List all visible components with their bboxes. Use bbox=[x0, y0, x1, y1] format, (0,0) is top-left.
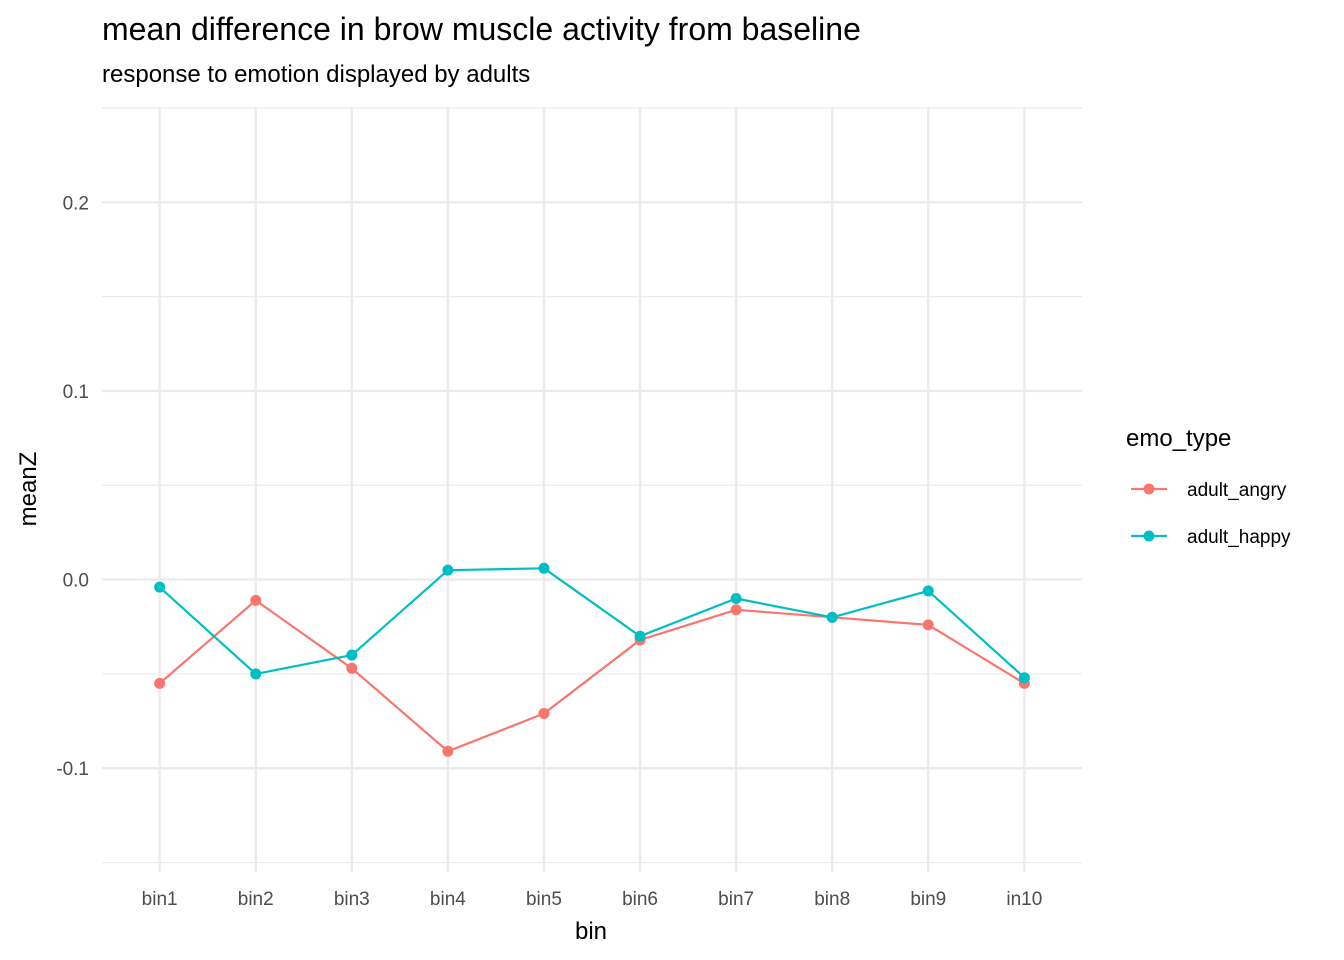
x-tick-label: bin3 bbox=[334, 889, 370, 910]
y-tick-label: -0.1 bbox=[56, 759, 89, 780]
data-point-adult_angry bbox=[730, 604, 742, 616]
y-axis-ticks: -0.1 0.0 0.1 0.2 bbox=[56, 193, 89, 780]
data-point-adult_happy bbox=[730, 592, 742, 604]
x-axis-title: bin bbox=[575, 918, 607, 945]
data-point-adult_angry bbox=[250, 594, 262, 606]
y-axis-title: meanZ bbox=[15, 452, 42, 527]
data-point-adult_happy bbox=[538, 562, 550, 574]
chart-subtitle: response to emotion displayed by adults bbox=[102, 61, 530, 88]
legend: emo_type adult_angry adult_happy bbox=[1126, 425, 1291, 548]
x-tick-label: bin9 bbox=[910, 889, 946, 910]
y-tick-label: 0.2 bbox=[63, 193, 89, 214]
data-point-adult_happy bbox=[346, 649, 358, 661]
data-point-adult_happy bbox=[826, 611, 838, 623]
x-axis-ticks: bin1 bin2 bin3 bin4 bin5 bin6 bin7 bin8 bin9 in10 bbox=[142, 889, 1043, 910]
data-point-adult_angry bbox=[922, 619, 934, 631]
x-tick-label: bin6 bbox=[622, 889, 658, 910]
legend-title: emo_type bbox=[1126, 425, 1231, 452]
data-point-adult_angry bbox=[154, 677, 166, 689]
data-point-adult_angry bbox=[442, 745, 454, 757]
data-point-adult_happy bbox=[442, 564, 454, 576]
y-tick-label: 0.1 bbox=[63, 382, 89, 403]
grid-minor bbox=[102, 107, 1082, 864]
chart-title: mean difference in brow muscle activity … bbox=[102, 11, 861, 47]
data-point-adult_angry bbox=[346, 662, 358, 674]
x-tick-label: bin5 bbox=[526, 889, 562, 910]
x-tick-label: bin7 bbox=[718, 889, 754, 910]
legend-key-point-adult_happy bbox=[1143, 530, 1155, 542]
data-point-adult_happy bbox=[154, 581, 166, 593]
data-point-adult_happy bbox=[250, 668, 262, 680]
legend-key-point-adult_angry bbox=[1143, 483, 1155, 495]
y-tick-label: 0.0 bbox=[63, 571, 89, 592]
series-lines bbox=[158, 567, 1026, 753]
x-tick-label: bin4 bbox=[430, 889, 466, 910]
data-point-adult_happy bbox=[922, 585, 934, 597]
data-point-adult_angry bbox=[538, 708, 550, 720]
x-tick-label: bin2 bbox=[238, 889, 274, 910]
legend-label-adult_happy: adult_happy bbox=[1187, 527, 1291, 548]
legend-items: adult_angry adult_happy bbox=[1131, 480, 1291, 548]
data-point-adult_happy bbox=[634, 630, 646, 642]
grid-major bbox=[102, 108, 1082, 872]
series-line-adult_angry bbox=[158, 599, 1025, 753]
series-line-adult_happy bbox=[158, 567, 1026, 679]
series-points bbox=[154, 562, 1030, 757]
x-tick-label: bin1 bbox=[142, 889, 178, 910]
data-point-adult_happy bbox=[1018, 672, 1030, 684]
x-tick-label: in10 bbox=[1006, 889, 1042, 910]
legend-label-adult_angry: adult_angry bbox=[1187, 480, 1287, 501]
x-tick-label: bin8 bbox=[814, 889, 850, 910]
plot-panel bbox=[102, 107, 1082, 872]
